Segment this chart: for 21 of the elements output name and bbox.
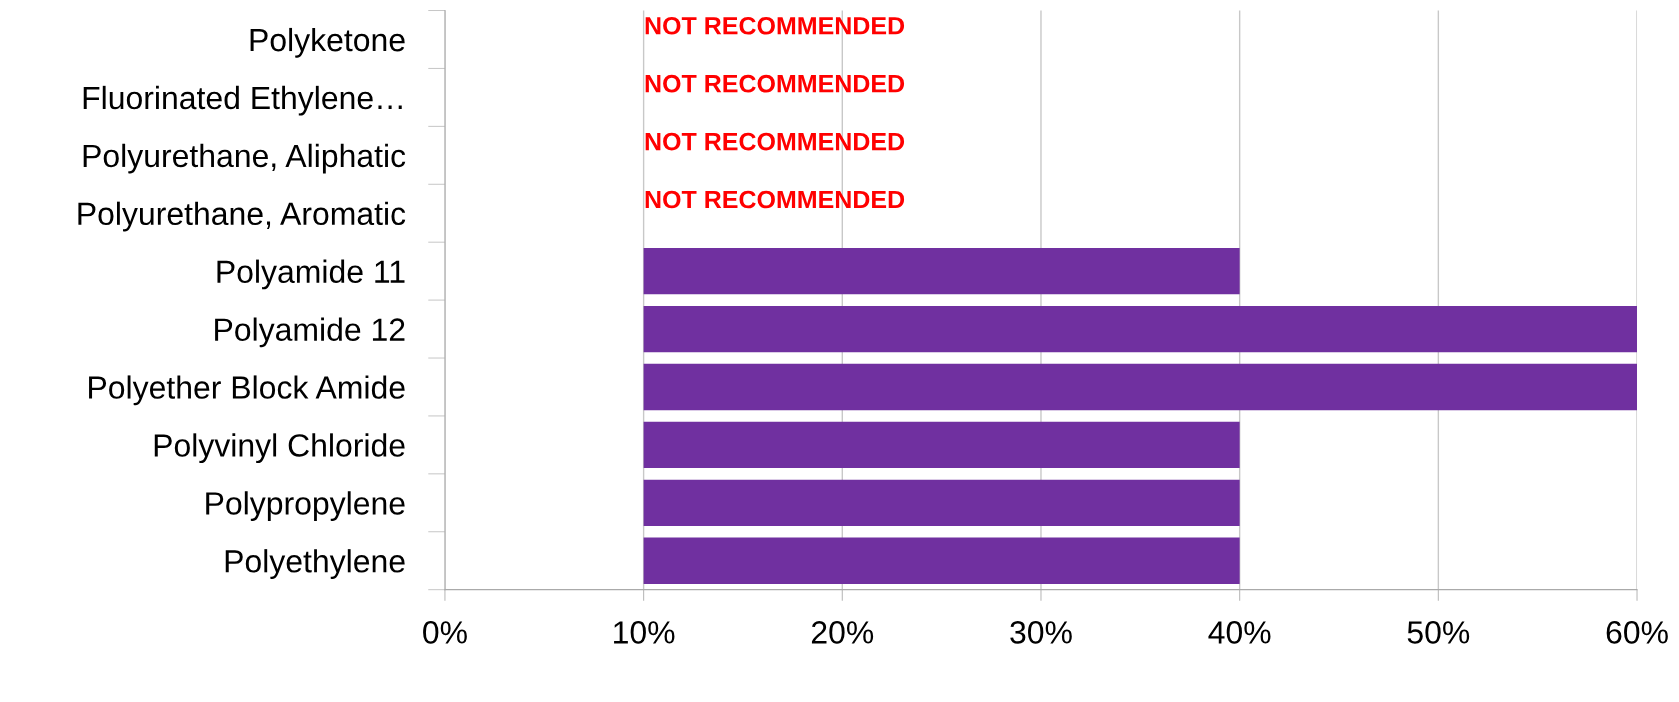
annotation: NOT RECOMMENDED [645,132,905,151]
y-tick-label: Polyvinyl Chloride [154,433,405,464]
x-tick-label: 60% [1606,621,1668,644]
x-tick-label: 50% [1407,621,1470,644]
y-tick-label: Fluorinated Ethylene… [83,85,402,116]
y-tick-label: Polyamide 12 [215,317,405,348]
annotation: NOT RECOMMENDED [645,190,905,209]
x-tick-label: 20% [811,621,874,644]
y-tick-label: Polyethylene [225,549,405,579]
annotation: NOT RECOMMENDED [645,16,905,35]
annotation: NOT RECOMMENDED [645,74,905,93]
x-tick-label: 10% [614,621,675,644]
y-tick-label: Polyketone [250,27,405,58]
y-tick-label: Polyamide 11 [217,259,405,290]
y-tick-label: Polyurethane, Aliphatic [83,143,406,174]
x-tick-label: 30% [1010,621,1072,644]
y-tick-label: Polyurethane, Aromatic [78,201,406,232]
y-tick-label: Polypropylene [206,491,405,522]
x-tick-label: 0% [423,621,467,644]
x-tick-label: 40% [1208,621,1271,644]
y-tick-label: Polyether Block Amide [89,375,405,406]
